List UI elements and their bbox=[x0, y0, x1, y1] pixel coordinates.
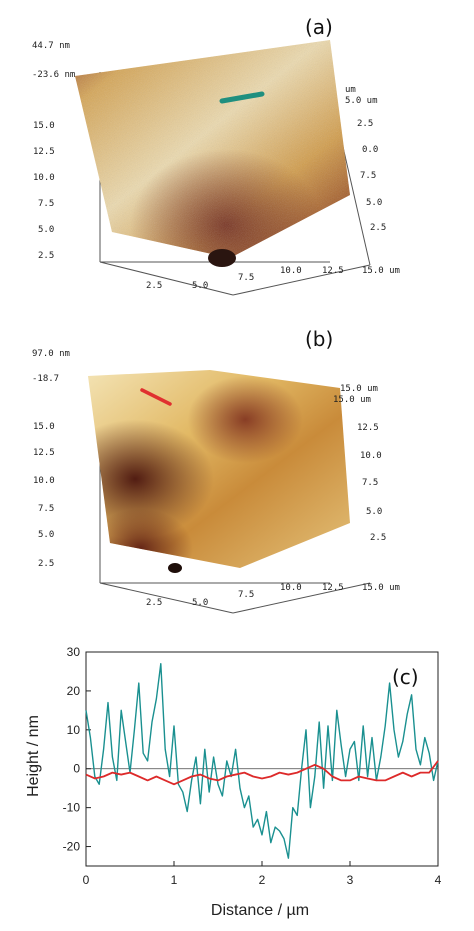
right-tick: 15.0 um bbox=[340, 384, 378, 394]
bottom-tick: 12.5 bbox=[322, 266, 344, 276]
right-tick: 5.0 um bbox=[345, 96, 378, 106]
right-tick: 15.0 um bbox=[333, 395, 371, 405]
right-axis-ticks-a: um 5.0 um 2.5 0.0 7.5 5.0 2.5 bbox=[345, 85, 386, 233]
series-line-teal bbox=[85, 662, 439, 859]
bottom-tick: 15.0 um bbox=[362, 266, 400, 276]
z-min-label-a: -23.6 nm bbox=[32, 70, 75, 80]
bottom-tick: 15.0 um bbox=[362, 583, 400, 593]
panel-label-b: (b) bbox=[305, 327, 333, 351]
right-tick: 2.5 bbox=[370, 533, 386, 543]
chart-c: -20 -10 0 10 20 30 0 1 2 3 4 (c) Distance / µm He… bbox=[25, 645, 442, 919]
x-axis-ticks: 0 1 2 3 4 bbox=[83, 861, 442, 887]
bottom-tick: 2.5 bbox=[146, 598, 162, 608]
left-tick: 5.0 bbox=[38, 530, 54, 540]
left-tick: 2.5 bbox=[38, 251, 54, 261]
panel-label-c: (c) bbox=[392, 665, 419, 689]
pit-a bbox=[208, 249, 236, 267]
right-tick: 0.0 bbox=[362, 145, 378, 155]
left-tick: 15.0 bbox=[33, 121, 55, 131]
left-tick: 7.5 bbox=[38, 199, 54, 209]
left-tick: 10.0 bbox=[33, 476, 55, 486]
afm-panel-b: (b) 97.0 nm -18.7 15.0 12.5 10.0 7.5 5.0… bbox=[0, 318, 474, 618]
bottom-tick: 2.5 bbox=[146, 281, 162, 291]
x-tick-label: 2 bbox=[259, 873, 266, 887]
right-axis-ticks-b: 15.0 um 15.0 um 12.5 10.0 7.5 5.0 2.5 bbox=[333, 384, 386, 543]
right-tick: 7.5 bbox=[360, 171, 376, 181]
left-tick: 10.0 bbox=[33, 173, 55, 183]
bottom-tick: 5.0 bbox=[192, 281, 208, 291]
height-profile-chart: -20 -10 0 10 20 30 0 1 2 3 4 (c) Distance / µm He… bbox=[0, 638, 474, 931]
bottom-tick: 7.5 bbox=[238, 273, 254, 283]
bottom-tick: 5.0 bbox=[192, 598, 208, 608]
axes-frame-b bbox=[99, 384, 371, 614]
right-tick: 7.5 bbox=[362, 478, 378, 488]
x-tick-label: 4 bbox=[435, 873, 442, 887]
x-tick-label: 1 bbox=[171, 873, 178, 887]
profile-marker-a bbox=[219, 91, 265, 104]
bottom-tick: 12.5 bbox=[322, 583, 344, 593]
y-axis-ticks: -20 -10 0 10 20 30 bbox=[63, 645, 91, 854]
y-tick-label: 20 bbox=[67, 684, 81, 698]
y-axis-label: Height / nm bbox=[25, 715, 42, 797]
bottom-tick: 7.5 bbox=[238, 590, 254, 600]
y-tick-label: 10 bbox=[67, 723, 81, 737]
y-tick-label: 30 bbox=[67, 645, 81, 659]
left-axis-ticks-a: 15.0 12.5 10.0 7.5 5.0 2.5 bbox=[33, 121, 55, 261]
profile-marker-b bbox=[140, 388, 172, 406]
x-tick-label: 0 bbox=[83, 873, 90, 887]
y-tick-label: -20 bbox=[63, 840, 81, 854]
series-line-red bbox=[85, 760, 439, 786]
z-min-label-b: -18.7 bbox=[32, 374, 59, 384]
right-tick: 5.0 bbox=[366, 198, 382, 208]
z-max-label-b: 97.0 nm bbox=[32, 349, 70, 359]
series-group bbox=[85, 662, 439, 859]
left-axis-ticks-b: 15.0 12.5 10.0 7.5 5.0 2.5 bbox=[33, 422, 55, 569]
left-tick: 2.5 bbox=[38, 559, 54, 569]
bottom-tick: 10.0 bbox=[280, 266, 302, 276]
right-tick: 5.0 bbox=[366, 507, 382, 517]
z-max-label-a: 44.7 nm bbox=[32, 41, 70, 51]
afm-3d-surface-b: (b) 97.0 nm -18.7 15.0 12.5 10.0 7.5 5.0… bbox=[32, 327, 400, 614]
panel-label-a: (a) bbox=[305, 15, 333, 39]
afm-3d-surface-a: (a) 44.7 nm -23.6 nm 15.0 12.5 10.0 7.5 … bbox=[32, 15, 400, 296]
left-tick: 12.5 bbox=[33, 147, 55, 157]
x-axis-label: Distance / µm bbox=[211, 902, 309, 919]
bottom-tick: 10.0 bbox=[280, 583, 302, 593]
right-tick: 12.5 bbox=[357, 423, 379, 433]
right-tick: 2.5 bbox=[370, 223, 386, 233]
y-tick-label: -10 bbox=[63, 801, 81, 815]
left-tick: 5.0 bbox=[38, 225, 54, 235]
right-top-unit: um bbox=[345, 85, 356, 95]
bottom-axis-ticks-a: 2.5 5.0 7.5 10.0 12.5 15.0 um bbox=[146, 266, 400, 291]
x-tick-label: 3 bbox=[347, 873, 354, 887]
left-tick: 15.0 bbox=[33, 422, 55, 432]
right-tick: 10.0 bbox=[360, 451, 382, 461]
y-tick-label: 0 bbox=[73, 762, 80, 776]
left-tick: 12.5 bbox=[33, 448, 55, 458]
left-tick: 7.5 bbox=[38, 504, 54, 514]
bottom-axis-ticks-b: 2.5 5.0 7.5 10.0 12.5 15.0 um bbox=[146, 583, 400, 608]
afm-panel-a: (a) 44.7 nm -23.6 nm 15.0 12.5 10.0 7.5 … bbox=[0, 0, 474, 305]
right-tick: 2.5 bbox=[357, 119, 373, 129]
pit-b bbox=[168, 563, 182, 573]
